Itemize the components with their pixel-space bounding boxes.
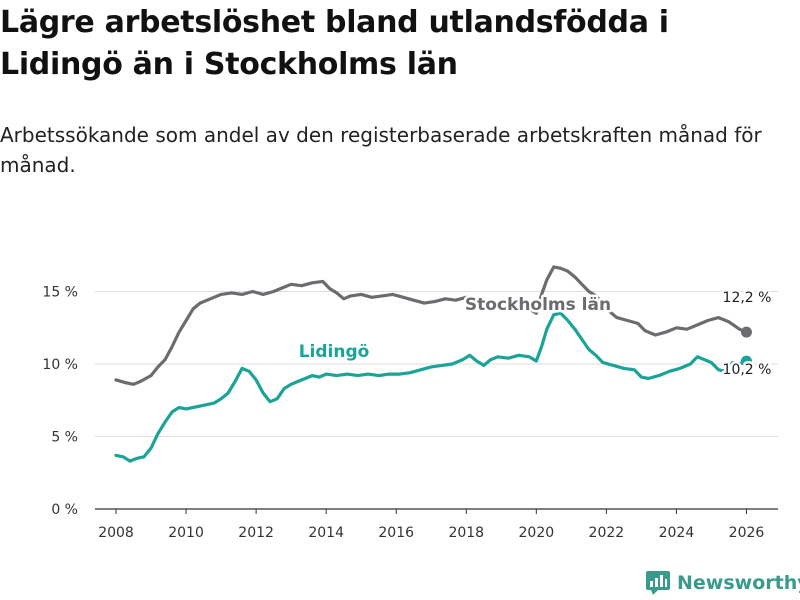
newsworthy-icon <box>646 571 670 595</box>
series-label-lidingo-halo: Lidingö <box>299 342 370 362</box>
end-label-lidingo-halo: 10,2 % <box>723 362 772 378</box>
y-tick-label: 10 % <box>42 357 78 373</box>
x-tick-label: 2018 <box>448 525 484 541</box>
y-tick-label: 5 % <box>51 430 78 446</box>
series-line-1 <box>114 311 749 463</box>
x-tick-label: 2026 <box>729 525 765 541</box>
x-tick-label: 2012 <box>238 525 274 541</box>
x-tick-label: 2022 <box>589 525 625 541</box>
series-label-stockholm: Stockholms län <box>465 295 611 315</box>
chart-subtitle: Arbetssökande som andel av den registerb… <box>0 123 762 177</box>
x-tick-label: 2014 <box>308 525 344 541</box>
x-tick-label: 2010 <box>168 525 204 541</box>
series-line-0 <box>114 265 749 386</box>
chart-title: Lägre arbetslöshet bland utlandsfödda i … <box>0 5 669 82</box>
x-tick-label: 2008 <box>98 525 134 541</box>
series-label-lidingo: Lidingö <box>299 342 370 362</box>
y-tick-label: 0 % <box>51 502 78 518</box>
y-tick-label: 15 % <box>42 285 78 301</box>
brand-name: Newsworthy <box>677 572 800 594</box>
x-axis <box>95 508 778 514</box>
brand-logo: Newsworthy <box>645 568 800 598</box>
x-tick-label: 2020 <box>519 525 555 541</box>
tick-labels: 0 % 5 % 10 % 15 % 2008 2010 2012 2014 2016 2018 20… <box>42 285 764 542</box>
x-tick-label: 2016 <box>378 525 414 541</box>
series-label-stockholm-halo: Stockholms län <box>465 295 611 315</box>
series-end-marker <box>740 355 752 367</box>
grid-lines <box>95 291 778 437</box>
end-label-stockholm-halo: 12,2 % <box>723 290 772 306</box>
series-lines <box>114 265 752 463</box>
end-label-lidingo: 10,2 % <box>723 362 772 378</box>
end-label-stockholm: 12,2 % <box>723 290 772 306</box>
series-end-marker <box>740 326 752 338</box>
x-tick-label: 2024 <box>659 525 695 541</box>
